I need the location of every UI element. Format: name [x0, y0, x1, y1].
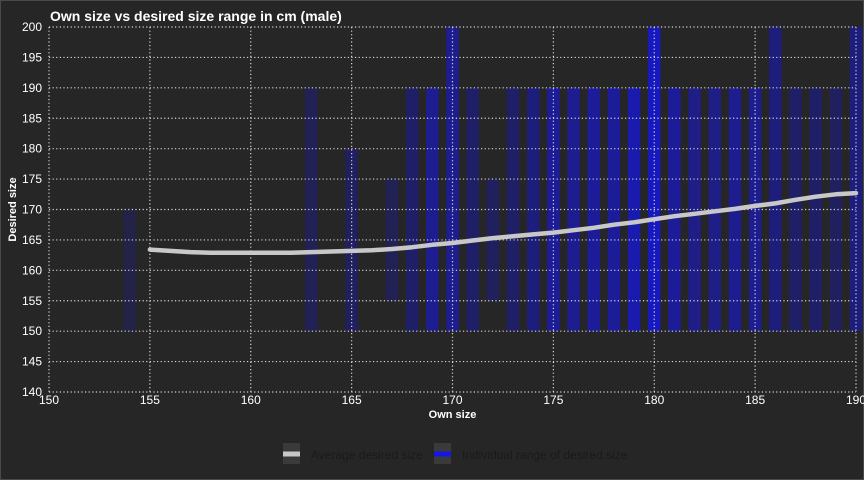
y-tick-label-185: 185 [22, 111, 42, 125]
x-tick-label-180: 180 [644, 393, 664, 407]
x-tick-label-170: 170 [442, 393, 462, 407]
range-bar-22 [769, 27, 782, 332]
legend-label-average: Average desired size [311, 448, 423, 462]
average-line-layer [147, 190, 859, 255]
x-tick-label-155: 155 [140, 393, 160, 407]
range-bar-5 [426, 87, 439, 332]
x-tick-label-160: 160 [241, 393, 261, 407]
y-tick-label-195: 195 [22, 50, 42, 64]
grid-lines [48, 26, 857, 393]
y-tick-label-175: 175 [22, 172, 42, 186]
y-tick-label-155: 155 [22, 294, 42, 308]
y-tick-label-145: 145 [22, 355, 42, 369]
x-tick-label-185: 185 [745, 393, 765, 407]
x-axis-title: Own size [429, 409, 477, 421]
x-tick-label-150: 150 [39, 393, 59, 407]
y-tick-label-180: 180 [22, 142, 42, 156]
legend: Average desired size Individual range of… [283, 443, 628, 464]
y-tick-label-170: 170 [22, 203, 42, 217]
range-bar-15 [627, 87, 641, 332]
y-tick-label-200: 200 [22, 20, 42, 34]
range-bar-25 [829, 87, 843, 332]
legend-label-range: Individual range of desired size [462, 448, 628, 462]
y-tick-label-165: 165 [22, 233, 42, 247]
range-bar-1 [305, 87, 318, 332]
y-tick-label-140: 140 [22, 385, 42, 399]
range-bar-17 [668, 87, 681, 332]
range-bar-10 [526, 87, 540, 332]
y-tick-label-190: 190 [22, 81, 42, 95]
chart-title: Own size vs desired size range in cm (ma… [50, 8, 342, 24]
x-tick-labels: 150 155 160 165 170 175 180 185 190 [39, 393, 864, 407]
y-axis-title: Desired size [7, 177, 19, 241]
y-tick-label-150: 150 [22, 324, 42, 338]
y-tick-labels: 140 145 150 155 160 165 170 175 180 185 190 195 200 [22, 20, 42, 399]
x-tick-label-175: 175 [543, 393, 563, 407]
average-desired-size-line [147, 190, 859, 255]
y-tick-label-160: 160 [22, 263, 42, 277]
x-tick-label-165: 165 [342, 393, 362, 407]
x-tick-label-190: 190 [846, 393, 864, 407]
range-bar-7 [466, 87, 479, 332]
range-bar-12 [567, 87, 580, 332]
